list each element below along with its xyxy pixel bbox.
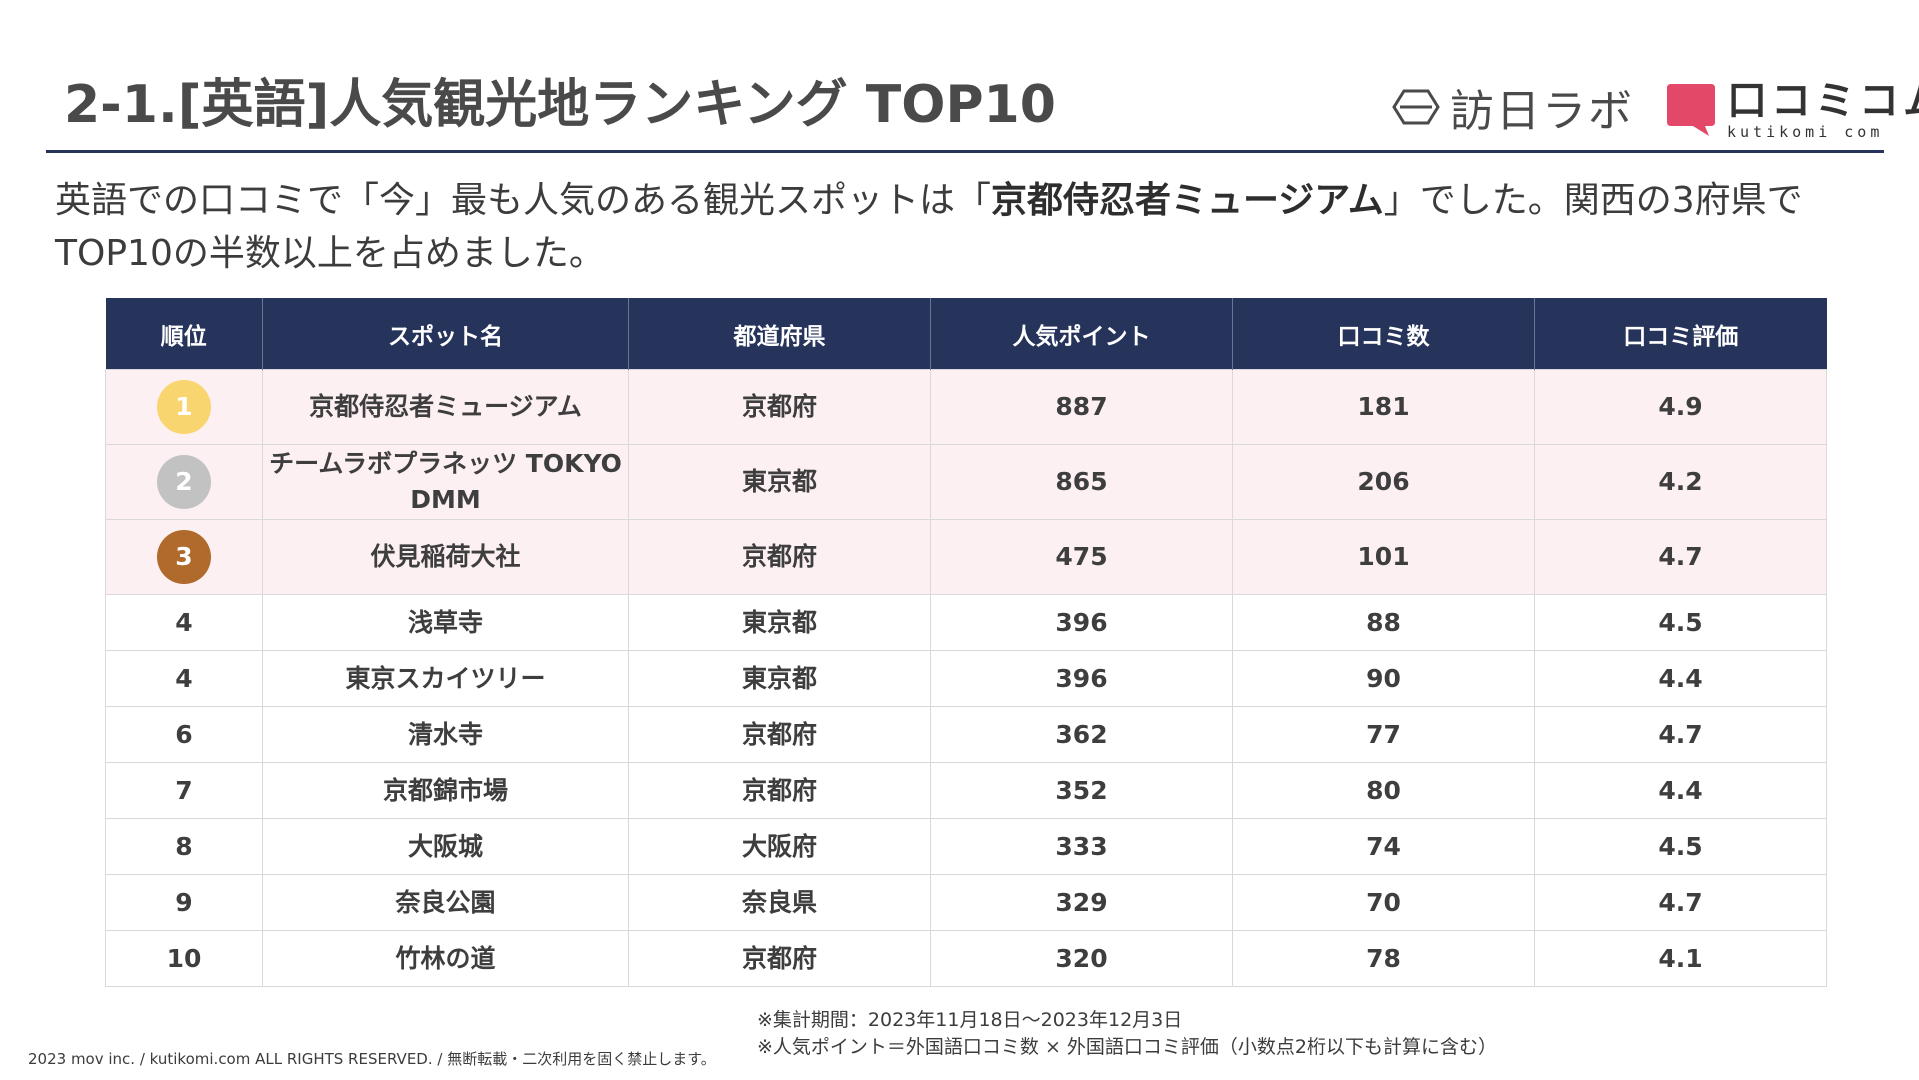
review-count-cell: 74 — [1232, 818, 1535, 875]
rating-cell: 4.7 — [1534, 706, 1827, 763]
review-count-cell: 101 — [1232, 519, 1535, 595]
header-prefecture: 都道府県 — [628, 298, 931, 370]
spot-cell: 伏見稲荷大社 — [262, 519, 629, 595]
points-cell: 396 — [930, 594, 1233, 651]
table-row: 10 竹林の道 京都府 320 78 4.1 — [105, 930, 1827, 987]
rank-badge-bronze: 3 — [157, 530, 211, 584]
rank-cell: 2 — [105, 444, 263, 520]
rank-cell: 4 — [105, 594, 263, 651]
table-row: 3 伏見稲荷大社 京都府 475 101 4.7 — [105, 519, 1827, 595]
rating-cell: 4.5 — [1534, 818, 1827, 875]
lead-highlight: 京都侍忍者ミュージアム — [991, 180, 1384, 221]
rank-cell: 1 — [105, 369, 263, 445]
table-row: 4 浅草寺 東京都 396 88 4.5 — [105, 594, 1827, 651]
lead-part1: 英語での口コミで「今」最も人気のある観光スポットは「 — [55, 180, 992, 221]
rating-cell: 4.9 — [1534, 369, 1827, 445]
prefecture-cell: 京都府 — [628, 706, 931, 763]
rating-cell: 4.4 — [1534, 762, 1827, 819]
table-header-row: 順位 スポット名 都道府県 人気ポイント 口コミ数 口コミ評価 — [105, 298, 1827, 370]
page-title: 2-1.[英語]人気観光地ランキング TOP10 — [64, 75, 1056, 135]
spot-cell: 奈良公園 — [262, 874, 629, 931]
spot-cell: 東京スカイツリー — [262, 650, 629, 707]
rank-cell: 7 — [105, 762, 263, 819]
rank-cell: 3 — [105, 519, 263, 595]
prefecture-cell: 京都府 — [628, 762, 931, 819]
prefecture-cell: 京都府 — [628, 369, 931, 445]
prefecture-cell: 京都府 — [628, 930, 931, 987]
rank-cell: 8 — [105, 818, 263, 875]
rating-cell: 4.5 — [1534, 594, 1827, 651]
review-count-cell: 78 — [1232, 930, 1535, 987]
spot-cell: 京都錦市場 — [262, 762, 629, 819]
rating-cell: 4.7 — [1534, 874, 1827, 931]
points-cell: 320 — [930, 930, 1233, 987]
copyright-text: 2023 mov inc. / kutikomi.com ALL RIGHTS … — [28, 1050, 716, 1068]
rating-cell: 4.2 — [1534, 444, 1827, 520]
points-cell: 333 — [930, 818, 1233, 875]
table-row: 9 奈良公園 奈良県 329 70 4.7 — [105, 874, 1827, 931]
points-cell: 352 — [930, 762, 1233, 819]
hexagon-logo-icon — [1392, 89, 1440, 125]
footnotes: ※集計期間：2023年11月18日〜2023年12月3日 ※人気ポイント＝外国語… — [757, 1007, 1497, 1061]
table-row: 6 清水寺 京都府 362 77 4.7 — [105, 706, 1827, 763]
rank-badge-silver: 2 — [157, 455, 211, 509]
lead-text: 英語での口コミで「今」最も人気のある観光スポットは「京都侍忍者ミュージアム」でし… — [55, 174, 1875, 280]
prefecture-cell: 京都府 — [628, 519, 931, 595]
table-row: 7 京都錦市場 京都府 352 80 4.4 — [105, 762, 1827, 819]
spot-cell: チームラボプラネッツ TOKYO DMM — [262, 444, 629, 520]
review-count-cell: 88 — [1232, 594, 1535, 651]
kutikomi-logo-subtext: kutikomi com — [1727, 122, 1884, 141]
review-count-cell: 206 — [1232, 444, 1535, 520]
points-cell: 887 — [930, 369, 1233, 445]
table-row: 1 京都侍忍者ミュージアム 京都府 887 181 4.9 — [105, 369, 1827, 445]
rank-badge-gold: 1 — [157, 380, 211, 434]
spot-cell: 浅草寺 — [262, 594, 629, 651]
spot-cell: 清水寺 — [262, 706, 629, 763]
prefecture-cell: 東京都 — [628, 594, 931, 651]
prefecture-cell: 東京都 — [628, 444, 931, 520]
houn-labo-logo: 訪日ラボ — [1392, 82, 1634, 137]
header-spot: スポット名 — [262, 298, 629, 370]
rating-cell: 4.7 — [1534, 519, 1827, 595]
rating-cell: 4.4 — [1534, 650, 1827, 707]
footnote-period: ※集計期間：2023年11月18日〜2023年12月3日 — [757, 1009, 1183, 1031]
points-cell: 475 — [930, 519, 1233, 595]
prefecture-cell: 大阪府 — [628, 818, 931, 875]
header-points: 人気ポイント — [930, 298, 1233, 370]
review-count-cell: 80 — [1232, 762, 1535, 819]
speech-bubble-logo-icon — [1667, 84, 1715, 136]
points-cell: 865 — [930, 444, 1233, 520]
header-rating: 口コミ評価 — [1534, 298, 1827, 370]
header-review-count: 口コミ数 — [1232, 298, 1535, 370]
table-row: 4 東京スカイツリー 東京都 396 90 4.4 — [105, 650, 1827, 707]
rank-cell: 9 — [105, 874, 263, 931]
prefecture-cell: 奈良県 — [628, 874, 931, 931]
review-count-cell: 77 — [1232, 706, 1535, 763]
rating-cell: 4.1 — [1534, 930, 1827, 987]
title-divider — [46, 150, 1884, 153]
rank-cell: 6 — [105, 706, 263, 763]
review-count-cell: 70 — [1232, 874, 1535, 931]
spot-cell: 大阪城 — [262, 818, 629, 875]
footnote-formula: ※人気ポイント＝外国語口コミ数 × 外国語口コミ評価（小数点2桁以下も計算に含む… — [757, 1036, 1498, 1058]
points-cell: 329 — [930, 874, 1233, 931]
ranking-table: 順位 スポット名 都道府県 人気ポイント 口コミ数 口コミ評価 1 京都侍忍者ミ… — [105, 298, 1827, 987]
review-count-cell: 181 — [1232, 369, 1535, 445]
rank-cell: 4 — [105, 650, 263, 707]
kutikomi-logo-text: 口コミコム — [1727, 77, 1919, 124]
spot-cell: 京都侍忍者ミュージアム — [262, 369, 629, 445]
review-count-cell: 90 — [1232, 650, 1535, 707]
points-cell: 396 — [930, 650, 1233, 707]
lead-part2: 」でした。関西の3府県でTOP10の半数以上を占めました。 — [55, 180, 1803, 274]
table-row: 2 チームラボプラネッツ TOKYO DMM 東京都 865 206 4.2 — [105, 444, 1827, 520]
prefecture-cell: 東京都 — [628, 650, 931, 707]
spot-cell: 竹林の道 — [262, 930, 629, 987]
rank-cell: 10 — [105, 930, 263, 987]
kutikomi-logo: 口コミコム kutikomi com — [1665, 80, 1919, 140]
points-cell: 362 — [930, 706, 1233, 763]
header-rank: 順位 — [105, 298, 263, 370]
houn-labo-logo-text: 訪日ラボ — [1450, 86, 1634, 137]
table-row: 8 大阪城 大阪府 333 74 4.5 — [105, 818, 1827, 875]
